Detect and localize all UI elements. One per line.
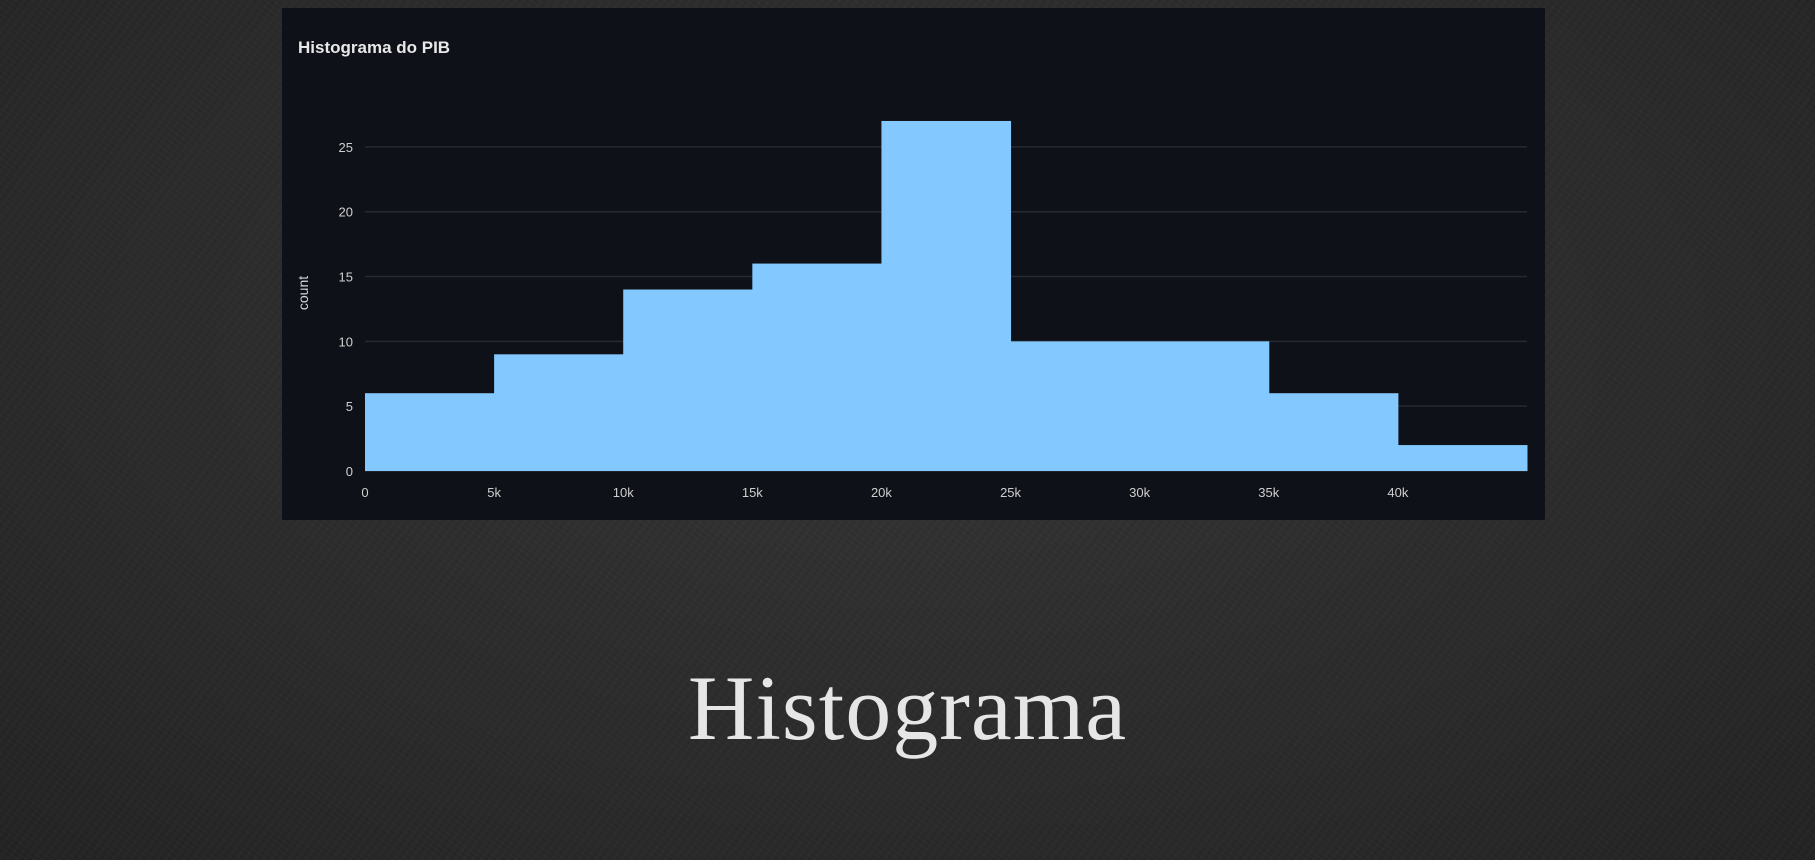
histogram-plot: 0 5 10 15 20 25 0 5k 10k 15k 20k 25k 30k 35k 40k coun… [295,120,1528,500]
x-tick-label: 0 [361,485,368,500]
y-tick-label: 20 [339,205,353,220]
y-tick-label: 0 [346,464,353,479]
x-tick-label: 20k [871,485,892,500]
x-tick-label: 40k [1387,485,1408,500]
x-tick-label: 35k [1258,485,1279,500]
y-axis-ticks: 0 5 10 15 20 25 [339,140,353,479]
histogram-bars [365,120,1528,471]
y-tick-label: 25 [339,140,353,155]
x-tick-label: 5k [487,485,501,500]
y-tick-label: 5 [346,399,353,414]
histogram-bar-2 [623,289,753,471]
y-tick-label: 15 [339,270,353,285]
histogram-bar-3 [752,263,882,471]
x-axis-ticks: 0 5k 10k 15k 20k 25k 30k 35k 40k [361,485,1408,500]
histogram-bar-7 [1268,393,1399,471]
x-tick-label: 15k [742,485,763,500]
histogram-bar-1 [494,354,624,471]
chart-title: Histograma do PIB [298,38,451,57]
histogram-bar-0 [365,393,495,471]
x-tick-label: 10k [613,485,634,500]
x-tick-label: 30k [1129,485,1150,500]
histogram-bar-6 [1139,341,1270,471]
histogram-bar-8 [1397,445,1528,471]
slide-title: Histograma [687,657,1128,759]
y-tick-label: 10 [339,334,353,349]
x-tick-label: 25k [1000,485,1021,500]
histogram-bar-5 [1010,341,1141,471]
histogram-bar-4 [881,120,1012,471]
y-axis-label: count [295,276,311,310]
histogram-chart: Histograma do PIB 0 5 10 15 20 25 0 5k 10k 15k 20… [282,8,1545,520]
